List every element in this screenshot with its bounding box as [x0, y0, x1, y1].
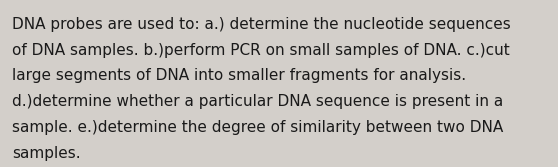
Text: sample. e.)determine the degree of similarity between two DNA: sample. e.)determine the degree of simil… [12, 120, 503, 135]
Text: samples.: samples. [12, 146, 81, 161]
Text: DNA probes are used to: a.) determine the nucleotide sequences: DNA probes are used to: a.) determine th… [12, 17, 511, 32]
Text: large segments of DNA into smaller fragments for analysis.: large segments of DNA into smaller fragm… [12, 68, 466, 84]
Text: d.)determine whether a particular DNA sequence is present in a: d.)determine whether a particular DNA se… [12, 94, 503, 109]
Text: of DNA samples. b.)perform PCR on small samples of DNA. c.)cut: of DNA samples. b.)perform PCR on small … [12, 43, 510, 58]
